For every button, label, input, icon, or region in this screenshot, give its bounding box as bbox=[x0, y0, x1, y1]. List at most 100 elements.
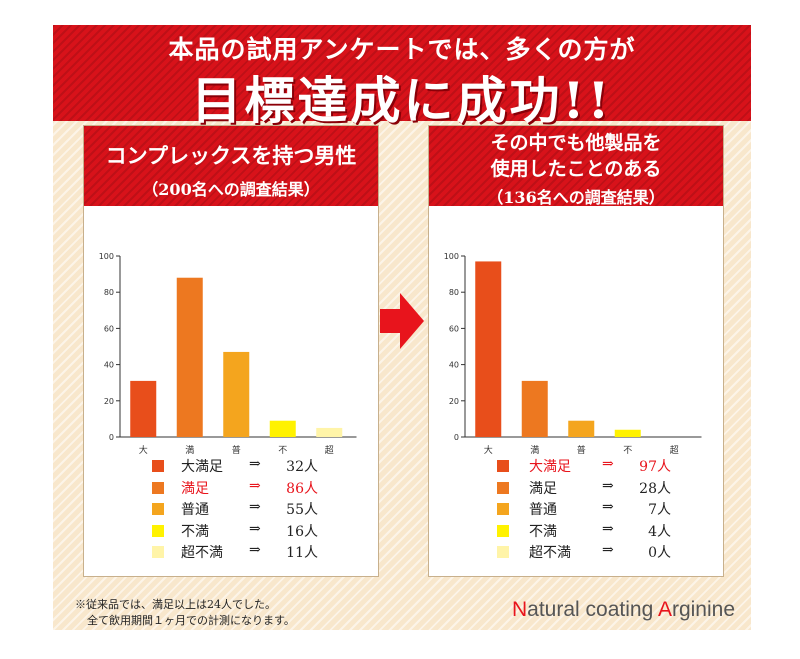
right-chart-y-tick-label: 100 bbox=[444, 252, 459, 261]
right-panel-title-line1: その中でも他製品を bbox=[490, 132, 662, 154]
right-legend-arrow: ⇒ bbox=[602, 542, 614, 558]
left-legend-arrow: ⇒ bbox=[249, 520, 261, 537]
left-legend-swatch bbox=[152, 546, 164, 558]
right-legend-label: 超不満 bbox=[529, 545, 571, 561]
left-chart-y-tick-label: 40 bbox=[104, 361, 114, 370]
right-chart-x-tick-label: 超不満 bbox=[670, 444, 679, 454]
right-legend-row: 不満 ⇒ 4人 bbox=[429, 521, 723, 543]
right-legend-value: 0人 bbox=[648, 545, 671, 561]
left-chart-x-tick-label: 満足 bbox=[185, 445, 194, 454]
right-chart-y-tick-label: 40 bbox=[449, 361, 459, 370]
left-result-panel: コンプレックスを持つ男性 （200名への調査結果） 0 20 40 60 80 100 大満… bbox=[83, 125, 379, 577]
left-panel-header: コンプレックスを持つ男性 （200名への調査結果） bbox=[84, 126, 378, 206]
left-legend-value: 86人 bbox=[286, 480, 318, 497]
headline-banner: 本品の試用アンケートでは、多くの方が 目標達成に成功!! bbox=[53, 25, 751, 130]
right-legend-row: 満足 ⇒ 28人 bbox=[429, 478, 723, 500]
right-legend-swatch bbox=[497, 481, 509, 494]
brand-initial-n: N bbox=[512, 598, 528, 621]
left-legend-arrow: ⇒ bbox=[249, 477, 261, 494]
left-chart-y-tick-label: 80 bbox=[104, 288, 114, 297]
right-arrow-icon bbox=[380, 293, 424, 349]
footnote-line2: 全て飲用期間１ヶ月での計測になります。 bbox=[87, 614, 295, 627]
right-chart-bar-0 bbox=[475, 261, 502, 437]
left-legend-label: 不満 bbox=[181, 523, 209, 540]
left-chart-bar-4 bbox=[316, 427, 343, 437]
headline-line1: 本品の試用アンケートでは、多くの方が bbox=[168, 35, 636, 64]
right-panel-subtitle: （136名への調査結果） bbox=[487, 188, 665, 207]
brand-text-2: rginine bbox=[671, 598, 735, 621]
footnote-line1: ※従来品では、満足以上は24人でした。 bbox=[75, 598, 276, 611]
right-legend-value: 4人 bbox=[648, 523, 671, 540]
left-legend-swatch bbox=[152, 481, 164, 494]
right-chart-y-tick-label: 0 bbox=[454, 433, 459, 442]
right-legend-label: 不満 bbox=[529, 523, 557, 540]
left-chart-bar-0 bbox=[130, 380, 157, 437]
left-legend-value: 16人 bbox=[286, 523, 318, 540]
right-chart-y-tick-label: 20 bbox=[449, 397, 459, 406]
left-legend-value: 11人 bbox=[286, 545, 318, 561]
left-legend-arrow: ⇒ bbox=[249, 456, 261, 472]
right-bar-chart: 0 20 40 60 80 100 大満足 満足 普通 不満 超不満 bbox=[444, 252, 702, 454]
brand-logo: Natural coating Arginine bbox=[512, 598, 735, 622]
brand-text-1: atural coating bbox=[527, 598, 658, 621]
left-chart-bar-2 bbox=[223, 351, 250, 437]
left-legend-label: 超不満 bbox=[181, 545, 223, 561]
left-legend-value: 55人 bbox=[286, 502, 318, 518]
right-chart-bar-1 bbox=[521, 380, 548, 437]
left-legend-row: 大満足 ⇒ 32人 bbox=[84, 456, 378, 478]
right-legend-arrow: ⇒ bbox=[602, 520, 614, 537]
right-legend-arrow: ⇒ bbox=[602, 456, 614, 472]
right-panel-header: その中でも他製品を 使用したことのある （136名への調査結果） bbox=[429, 126, 723, 207]
left-legend-swatch bbox=[152, 503, 164, 515]
right-legend-swatch bbox=[497, 524, 509, 537]
right-result-panel: その中でも他製品を 使用したことのある （136名への調査結果） 0 20 40 60… bbox=[428, 125, 724, 577]
left-chart-y-tick-label: 60 bbox=[104, 324, 114, 333]
right-chart-bar-3 bbox=[614, 429, 641, 437]
left-legend-label: 満足 bbox=[181, 480, 209, 497]
left-legend-arrow: ⇒ bbox=[249, 542, 261, 558]
left-chart-y-tick-label: 100 bbox=[99, 252, 114, 261]
left-chart-x-tick-label: 不満 bbox=[278, 445, 287, 454]
left-chart-y-tick-label: 20 bbox=[104, 397, 114, 406]
right-legend-swatch bbox=[497, 503, 509, 515]
left-bar-chart: 0 20 40 60 80 100 大満足 満足 普通 不満 超不満 bbox=[99, 252, 357, 454]
right-legend-value: 7人 bbox=[648, 502, 671, 518]
left-chart-x-tick-label: 超不満 bbox=[325, 444, 334, 454]
right-legend-row: 超不満 ⇒ 0人 bbox=[429, 542, 723, 564]
right-legend-value: 28人 bbox=[639, 480, 671, 497]
headline-line2: 目標達成に成功!! bbox=[191, 71, 613, 130]
left-chart-y-tick-label: 0 bbox=[109, 433, 114, 442]
left-legend-row: 不満 ⇒ 16人 bbox=[84, 521, 378, 543]
right-legend-label: 大満足 bbox=[529, 459, 571, 475]
right-legend-arrow: ⇒ bbox=[602, 499, 614, 515]
right-legend-label: 普通 bbox=[529, 502, 557, 518]
left-chart-x-tick-label: 普通 bbox=[232, 444, 241, 454]
right-chart-x-tick-label: 普通 bbox=[577, 444, 586, 454]
left-legend-label: 大満足 bbox=[181, 459, 223, 475]
right-legend-value: 97人 bbox=[639, 459, 671, 475]
left-legend-arrow: ⇒ bbox=[249, 499, 261, 515]
left-legend-row: 超不満 ⇒ 11人 bbox=[84, 542, 378, 564]
left-chart-bar-1 bbox=[176, 277, 203, 437]
right-legend-swatch bbox=[497, 546, 509, 558]
left-legend: 大満足 ⇒ 32人満足 ⇒ 86人普通 ⇒ 55人不満 ⇒ 16人超不満 ⇒ 11人 bbox=[84, 456, 378, 564]
right-legend-row: 普通 ⇒ 7人 bbox=[429, 499, 723, 521]
right-chart-x-tick-label: 満足 bbox=[530, 445, 539, 454]
left-panel-title: コンプレックスを持つ男性 bbox=[105, 143, 357, 168]
left-legend-row: 普通 ⇒ 55人 bbox=[84, 499, 378, 521]
right-legend-arrow: ⇒ bbox=[602, 477, 614, 494]
right-chart-x-tick-label: 大満足 bbox=[484, 444, 493, 454]
right-chart-y-tick-label: 60 bbox=[449, 324, 459, 333]
right-legend-swatch bbox=[497, 460, 509, 472]
left-legend-label: 普通 bbox=[181, 502, 209, 518]
left-panel-subtitle: （200名への調査結果） bbox=[142, 180, 320, 199]
right-legend-row: 大満足 ⇒ 97人 bbox=[429, 456, 723, 478]
right-panel-title-line2: 使用したことのある bbox=[490, 158, 662, 180]
right-chart-x-tick-label: 不満 bbox=[623, 445, 632, 454]
left-legend-value: 32人 bbox=[286, 459, 318, 475]
left-legend-row: 満足 ⇒ 86人 bbox=[84, 478, 378, 500]
survey-frame: 本品の試用アンケートでは、多くの方が 目標達成に成功!! コンプレックスを持つ男… bbox=[53, 25, 751, 630]
right-legend-label: 満足 bbox=[529, 480, 557, 497]
right-legend: 大満足 ⇒ 97人満足 ⇒ 28人普通 ⇒ 7人不満 ⇒ 4人超不満 ⇒ 0人 bbox=[429, 456, 723, 564]
left-legend-swatch bbox=[152, 524, 164, 537]
